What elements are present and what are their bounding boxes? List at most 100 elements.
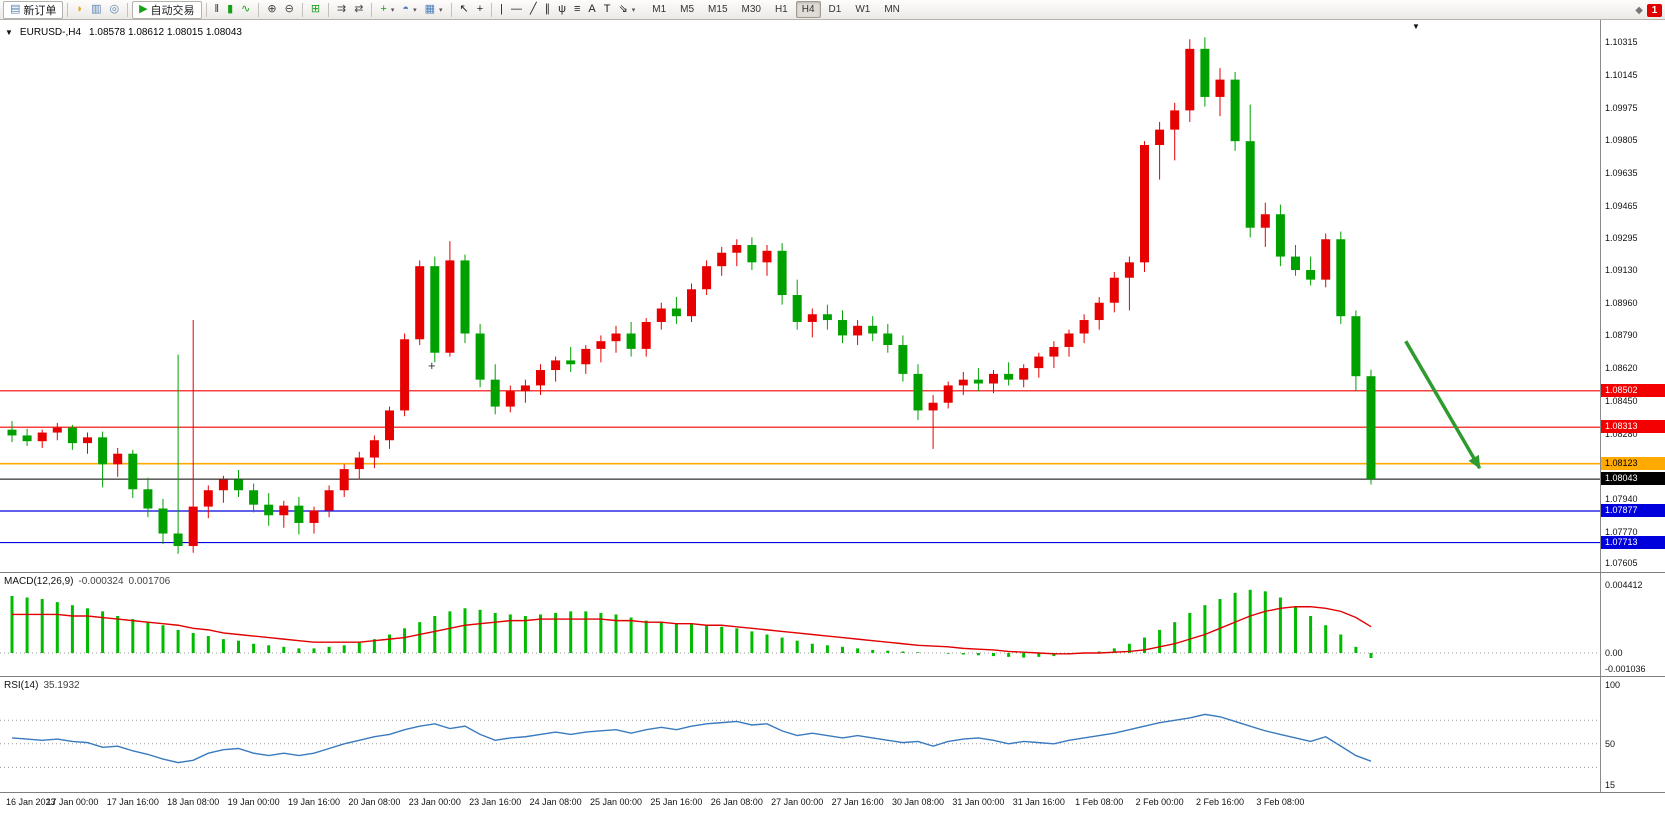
time-axis-label: 25 Jan 16:00 xyxy=(650,797,703,807)
price-axis[interactable]: 1.10315 1.10145 1.09975 1.09805 1.09635 1.094… xyxy=(1600,20,1665,572)
notification-badge[interactable]: 1 xyxy=(1647,3,1662,17)
horizontal-line-icon: — xyxy=(511,3,523,15)
macd-indicator-panel[interactable]: MACD(12,26,9) -0.000324 0.001706 0.004412 0… xyxy=(0,572,1665,676)
vertical-line-icon: | xyxy=(500,3,504,15)
cursor-button[interactable]: ↖ xyxy=(456,1,473,19)
candlestick-chart-button[interactable]: ▮ xyxy=(223,1,237,19)
chart-shift-marker-icon[interactable]: ▼ xyxy=(1412,22,1420,31)
zoom-in-button[interactable]: ⊕ xyxy=(263,1,280,19)
time-axis-label: 19 Jan 00:00 xyxy=(227,797,280,807)
time-axis-label: 16 Jan 2023 xyxy=(6,797,56,807)
rsi-label: RSI(14) 35.1932 xyxy=(4,680,80,691)
autotrading-button[interactable]: ▶ 自动交易 xyxy=(132,0,202,19)
navigator-icon: ◎ xyxy=(109,3,120,15)
text-icon: A xyxy=(588,3,596,15)
trend-arrow-annotation[interactable] xyxy=(1404,340,1482,470)
timeframe-m1-button[interactable]: M1 xyxy=(652,4,667,15)
time-axis-label: 19 Jan 16:00 xyxy=(287,797,341,807)
templates-button[interactable]: ▦ ▾ xyxy=(421,1,447,19)
market-watch-button[interactable]: ▥ xyxy=(87,1,105,19)
toolbar-separator xyxy=(258,2,260,17)
horizontal-line-button[interactable]: — xyxy=(507,1,526,19)
horizontal-lines[interactable] xyxy=(0,390,1600,544)
andrews-pitchfork-button[interactable]: ψ xyxy=(554,1,570,19)
dropdown-caret-icon[interactable]: ▾ xyxy=(390,6,395,14)
timeframe-d1-button[interactable]: D1 xyxy=(828,4,842,15)
timeframe-m5-button[interactable]: M5 xyxy=(680,4,695,15)
fibonacci-retracement-button[interactable]: ≡ xyxy=(570,1,584,19)
price-axis-tick: 1.10145 xyxy=(1605,69,1638,80)
equidistant-channel-button[interactable]: ∥ xyxy=(541,1,555,19)
time-axis-label: 1 Feb 08:00 xyxy=(1075,797,1124,807)
bar-chart-button[interactable]: ‖ xyxy=(211,1,224,19)
trendline-icon: ╱ xyxy=(530,3,537,15)
rsi-axis[interactable]: 100 50 15 xyxy=(1600,677,1665,792)
timeframe-m30-button[interactable]: M30 xyxy=(741,4,761,15)
horn-icon: ◗ xyxy=(76,3,84,15)
toolbar-separator xyxy=(301,2,303,17)
time-axis-label: 18 Jan 08:00 xyxy=(167,797,220,807)
price-axis-tick: 1.09975 xyxy=(1605,102,1638,113)
price-chart-canvas[interactable]: + xyxy=(0,20,1600,572)
price-tag: 1.08043 xyxy=(1601,472,1665,486)
text-button[interactable]: A xyxy=(584,1,599,19)
rsi-indicator-panel[interactable]: RSI(14) 35.1932 100 50 15 xyxy=(0,676,1665,792)
price-axis-tick: 1.07940 xyxy=(1605,493,1638,504)
toolbar-separator xyxy=(205,2,207,17)
arrows-button[interactable]: ⇘ ▾ xyxy=(615,1,640,19)
time-axis-label: 31 Jan 16:00 xyxy=(1012,797,1065,807)
macd-axis[interactable]: 0.004412 0.00 -0.001036 xyxy=(1600,573,1665,676)
dropdown-caret-icon[interactable]: ▾ xyxy=(439,6,443,14)
zoom-out-button[interactable]: ⊖ xyxy=(281,1,298,19)
toolbar-separator xyxy=(67,2,69,17)
time-axis[interactable]: 16 Jan 2023 17 Jan 00:00 17 Jan 16:00 18 Ja… xyxy=(0,792,1665,832)
autotrading-button-label: 自动交易 xyxy=(150,4,195,17)
dropdown-caret-icon[interactable]: ▾ xyxy=(631,6,636,14)
zoom-out-icon: ⊖ xyxy=(284,3,294,15)
timeframe-m15-button[interactable]: M15 xyxy=(708,4,728,15)
time-axis-label: 25 Jan 00:00 xyxy=(589,797,643,807)
indicators-button[interactable]: + ▾ xyxy=(376,1,398,19)
rsi-canvas[interactable] xyxy=(0,677,1600,793)
rsi-line xyxy=(11,713,1372,764)
pitchfork-icon: ψ xyxy=(558,3,566,15)
auto-scroll-button[interactable]: ⇉ xyxy=(333,1,350,19)
new-order-button[interactable]: ▤ 新订单 xyxy=(3,0,64,19)
crosshair-button[interactable]: + xyxy=(473,1,487,19)
vertical-line-button[interactable]: | xyxy=(496,1,507,19)
toolbar-separator xyxy=(328,2,330,17)
time-axis-label: 24 Jan 08:00 xyxy=(529,797,582,807)
chart-shift-button[interactable]: ⇄ xyxy=(350,1,367,19)
text-label-icon: T xyxy=(603,3,611,15)
trendline-button[interactable]: ╱ xyxy=(526,1,541,19)
timeframe-h1-button[interactable]: H1 xyxy=(774,4,788,15)
periods-button[interactable]: ◓ ▾ xyxy=(398,1,420,19)
fibonacci-icon: ≡ xyxy=(574,3,581,15)
timeframe-w1-button[interactable]: W1 xyxy=(855,4,871,15)
navigator-button[interactable]: ◎ xyxy=(105,1,123,19)
time-axis-label: 17 Jan 00:00 xyxy=(46,797,99,807)
toolbar-separator xyxy=(450,2,452,17)
price-chart-panel[interactable]: + ▼ EURUSD-,H4 1.08578 1.08612 1.08015 1.0… xyxy=(0,20,1665,572)
template-icon: ▦ xyxy=(424,3,435,15)
alerts-button[interactable]: ◗ xyxy=(72,1,87,19)
line-chart-button[interactable]: ∿ xyxy=(237,1,254,19)
cross-marker-annotation[interactable]: + xyxy=(428,358,436,373)
text-label-button[interactable]: T xyxy=(600,1,615,19)
dropdown-caret-icon[interactable]: ▾ xyxy=(413,6,417,14)
community-icon[interactable]: ◆ xyxy=(1635,4,1643,16)
macd-canvas[interactable] xyxy=(0,573,1600,677)
timeframe-h4-button[interactable]: H4 xyxy=(795,1,821,18)
crosshair-icon: + xyxy=(476,3,484,15)
toolbar: ▤ 新订单 ◗ ▥ ◎ ▶ 自动交易 ‖ ▮ ∿ ⊕ ⊖ ⊞ ⇉ ⇄ + ▾ ◓ ▾ ▦ ▾ ↖ + | — ╱ ∥ ψ ≡ A T ⇘ ▾ M… xyxy=(0,0,1665,20)
tile-windows-button[interactable]: ⊞ xyxy=(307,1,324,19)
timeframe-mn-button[interactable]: MN xyxy=(884,4,900,15)
new-order-button-label: 新订单 xyxy=(23,4,57,17)
tile-windows-icon: ⊞ xyxy=(310,3,321,15)
macd-signal-line xyxy=(12,606,1372,655)
price-tag: 1.08123 xyxy=(1601,456,1665,470)
rsi-axis-tick: 50 xyxy=(1605,738,1616,749)
market-watch-icon: ▥ xyxy=(91,3,102,15)
one-click-trading-toggle[interactable]: ▼ xyxy=(5,28,13,37)
